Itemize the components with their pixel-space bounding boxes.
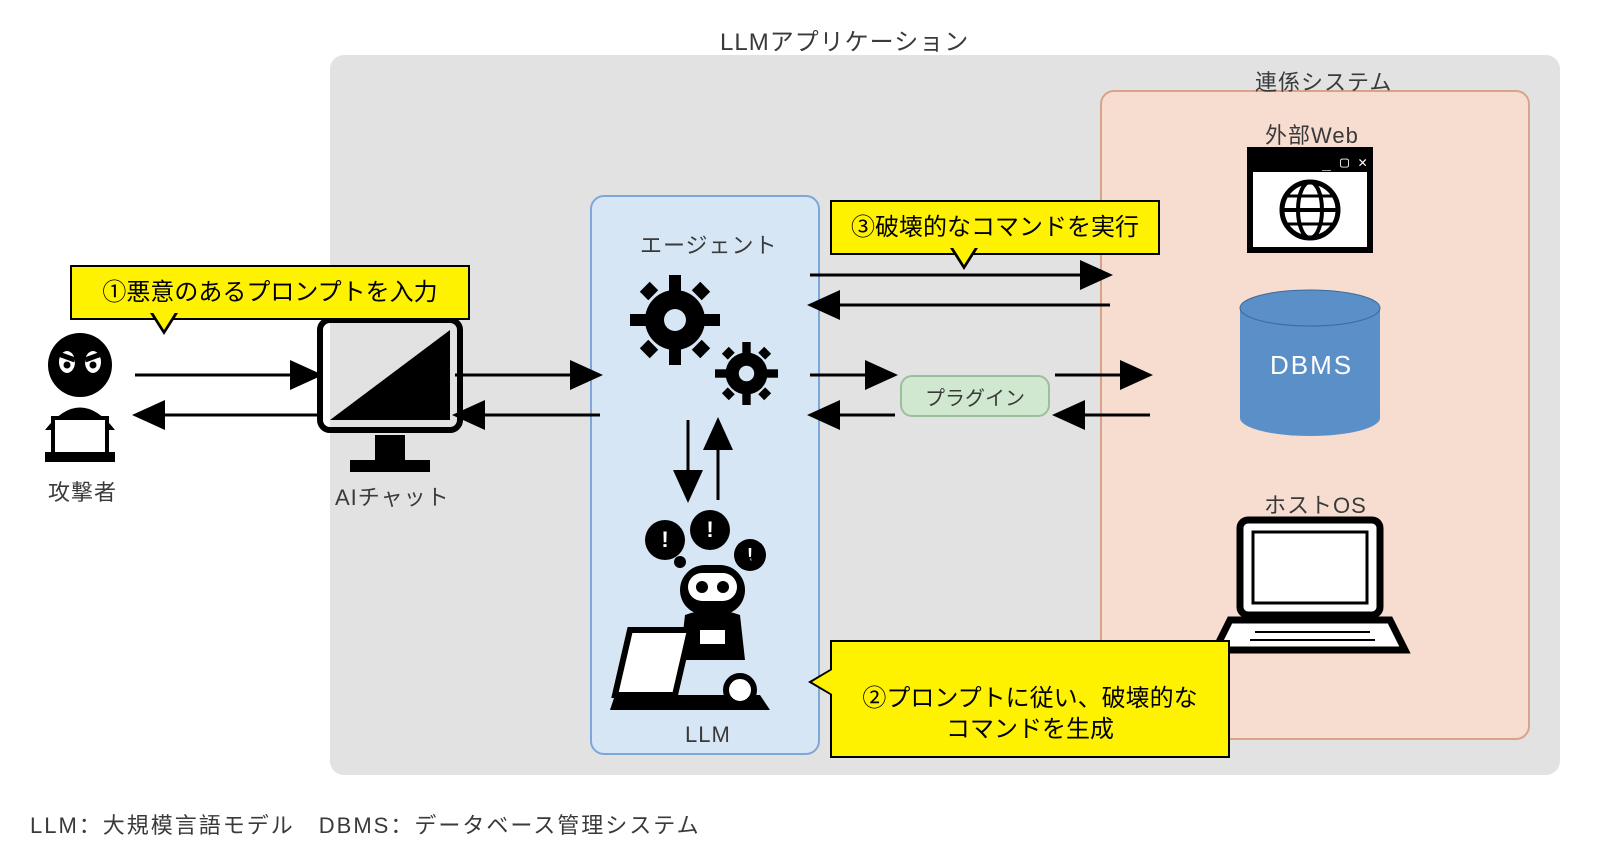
plugin-label: プラグイン bbox=[925, 382, 1025, 411]
region-agent bbox=[590, 195, 820, 755]
callout-3-text: ③破壊的なコマンドを実行 bbox=[851, 214, 1139, 241]
callout-1: ①悪意のあるプロンプトを入力 bbox=[70, 265, 470, 320]
extweb-label: 外部Web bbox=[1265, 118, 1359, 150]
title-llm-application: LLMアプリケーション bbox=[720, 22, 969, 57]
callout-3: ③破壊的なコマンドを実行 bbox=[830, 200, 1160, 255]
callout-2-text: ②プロンプトに従い、破壊的な コマンドを生成 bbox=[862, 685, 1197, 743]
llm-label: LLM bbox=[685, 722, 731, 748]
aichat-label: AIチャット bbox=[335, 480, 450, 512]
plugin-pill: プラグイン bbox=[900, 375, 1050, 417]
title-linked-systems: 連係システム bbox=[1255, 65, 1392, 97]
hostos-label: ホストOS bbox=[1264, 488, 1367, 520]
attacker-icon bbox=[45, 333, 115, 462]
footer-legend: LLM：大規模言語モデル DBMS：データベース管理システム bbox=[30, 808, 701, 840]
callout-1-text: ①悪意のあるプロンプトを入力 bbox=[102, 279, 437, 306]
agent-label: エージェント bbox=[640, 228, 778, 260]
callout-2: ②プロンプトに従い、破壊的な コマンドを生成 bbox=[830, 640, 1230, 758]
dbms-label: DBMS bbox=[1270, 350, 1353, 381]
attacker-label: 攻撃者 bbox=[48, 475, 117, 507]
